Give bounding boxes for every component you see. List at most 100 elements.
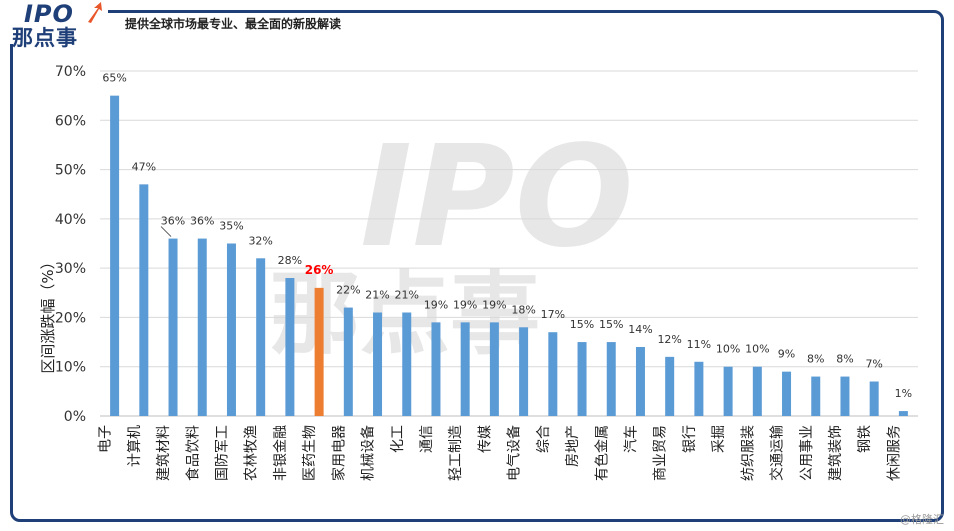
data-label: 22% bbox=[336, 284, 360, 297]
y-tick-label: 10% bbox=[55, 360, 86, 376]
data-label: 32% bbox=[248, 234, 272, 247]
data-label: 28% bbox=[278, 254, 302, 267]
x-tick-label: 化工 bbox=[390, 425, 406, 453]
x-tick-label: 食品饮料 bbox=[184, 425, 201, 481]
chart-frame bbox=[10, 10, 944, 522]
data-label: 47% bbox=[132, 160, 156, 173]
x-tick-label: 有色金属 bbox=[593, 425, 610, 481]
x-tick-label: 计算机 bbox=[127, 425, 143, 467]
bar bbox=[606, 342, 616, 416]
data-label: 19% bbox=[424, 298, 448, 311]
data-label: 18% bbox=[511, 303, 535, 316]
x-tick-label: 机械设备 bbox=[360, 425, 377, 481]
bar bbox=[373, 312, 383, 416]
x-tick-label: 公用事业 bbox=[799, 425, 815, 481]
logo-ipo-text: IPO bbox=[24, 0, 74, 28]
data-label: 15% bbox=[570, 318, 594, 331]
data-label: 36% bbox=[161, 215, 185, 228]
data-label: 10% bbox=[716, 343, 740, 356]
y-tick-label: 50% bbox=[55, 163, 86, 179]
data-label: 7% bbox=[865, 358, 882, 371]
data-label: 36% bbox=[190, 215, 214, 228]
x-tick-label: 通信 bbox=[419, 425, 435, 453]
bar bbox=[226, 243, 236, 416]
bar bbox=[898, 411, 908, 416]
bar bbox=[489, 322, 499, 416]
bar bbox=[811, 376, 821, 416]
data-label: 9% bbox=[778, 348, 795, 361]
y-tick-label: 70% bbox=[55, 64, 86, 80]
logo: IPO 那点事 bbox=[10, 0, 108, 50]
x-tick-label: 建筑材料 bbox=[156, 425, 172, 481]
x-tick-label: 钢铁 bbox=[857, 425, 873, 453]
x-tick-label: 综合 bbox=[536, 425, 552, 453]
x-tick-label: 农林牧渔 bbox=[244, 425, 260, 481]
data-label: 12% bbox=[657, 333, 681, 346]
bar bbox=[840, 376, 850, 416]
bar bbox=[168, 238, 178, 416]
x-tick-label: 电气设备 bbox=[506, 425, 523, 481]
bar bbox=[869, 381, 879, 416]
data-label: 26% bbox=[305, 263, 334, 277]
bar bbox=[431, 322, 441, 416]
x-tick-label: 医药生物 bbox=[302, 425, 318, 481]
x-tick-label: 汽车 bbox=[622, 425, 639, 453]
x-tick-label: 建筑装饰 bbox=[828, 425, 844, 481]
bar bbox=[577, 342, 587, 416]
bar bbox=[139, 184, 149, 416]
data-label: 19% bbox=[453, 298, 477, 311]
bar bbox=[343, 307, 353, 416]
data-label: 17% bbox=[541, 308, 565, 321]
data-label: 19% bbox=[482, 298, 506, 311]
tagline: 提供全球市场最专业、最全面的新股解读 bbox=[121, 15, 346, 32]
data-label: 11% bbox=[687, 338, 711, 351]
x-tick-label: 商业贸易 bbox=[653, 425, 669, 481]
bar bbox=[402, 312, 412, 416]
bar bbox=[694, 361, 704, 416]
data-label: 35% bbox=[219, 220, 243, 233]
data-label: 1% bbox=[895, 387, 912, 400]
x-tick-label: 轻工制造 bbox=[448, 425, 464, 481]
y-tick-label: 0% bbox=[64, 409, 86, 425]
y-tick-label: 40% bbox=[55, 212, 86, 228]
data-label: 8% bbox=[807, 353, 824, 366]
x-axis-labels: 电子 计算机 建筑材料 食品饮料 国防军工 农林牧渔 非银金融 医药生物 家用电器 机械设备 化工通… bbox=[98, 425, 903, 481]
y-tick-label: 60% bbox=[55, 113, 86, 129]
data-label: 15% bbox=[599, 318, 623, 331]
bar bbox=[110, 95, 120, 417]
data-label: 21% bbox=[395, 289, 419, 302]
data-label: 21% bbox=[365, 289, 389, 302]
data-label: 8% bbox=[836, 353, 853, 366]
bar bbox=[519, 327, 529, 416]
bar bbox=[635, 347, 645, 416]
bar bbox=[723, 366, 733, 416]
data-label: 65% bbox=[102, 72, 126, 85]
x-tick-label: 非银金融 bbox=[273, 425, 289, 481]
bar bbox=[548, 332, 558, 416]
bar bbox=[460, 322, 470, 416]
bar bbox=[314, 287, 324, 416]
x-tick-label: 采掘 bbox=[711, 425, 727, 453]
data-label: 10% bbox=[745, 343, 769, 356]
bar bbox=[256, 258, 266, 416]
bar bbox=[752, 366, 762, 416]
watermark-ipo-glyphs: IPO bbox=[360, 116, 634, 279]
x-tick-label: 房地产 bbox=[565, 425, 581, 467]
data-label: 14% bbox=[628, 323, 652, 336]
label-leader-line bbox=[160, 226, 172, 237]
y-axis-ticks: 0% 10% 20% 30% 40% 50% 60% 70% bbox=[55, 64, 86, 425]
bars bbox=[110, 95, 908, 417]
bar bbox=[782, 371, 792, 416]
logo-cn-text: 那点事 bbox=[12, 26, 78, 50]
value-labels: 65% 47% 36% 36% 35% 32% 28%26%22% 21% 21% 19% 19% 1… bbox=[102, 72, 912, 400]
x-tick-label: 银行 bbox=[682, 425, 698, 453]
x-tick-label: 家用电器 bbox=[330, 425, 347, 481]
y-tick-label: 30% bbox=[55, 261, 86, 277]
x-tick-label: 交通运输 bbox=[769, 425, 786, 481]
bar bbox=[285, 278, 295, 416]
y-tick-label: 20% bbox=[55, 310, 86, 326]
x-tick-label: 电子 bbox=[98, 425, 114, 453]
source-watermark: @格隆汇 bbox=[900, 513, 944, 526]
x-tick-label: 休闲服务 bbox=[886, 425, 902, 481]
